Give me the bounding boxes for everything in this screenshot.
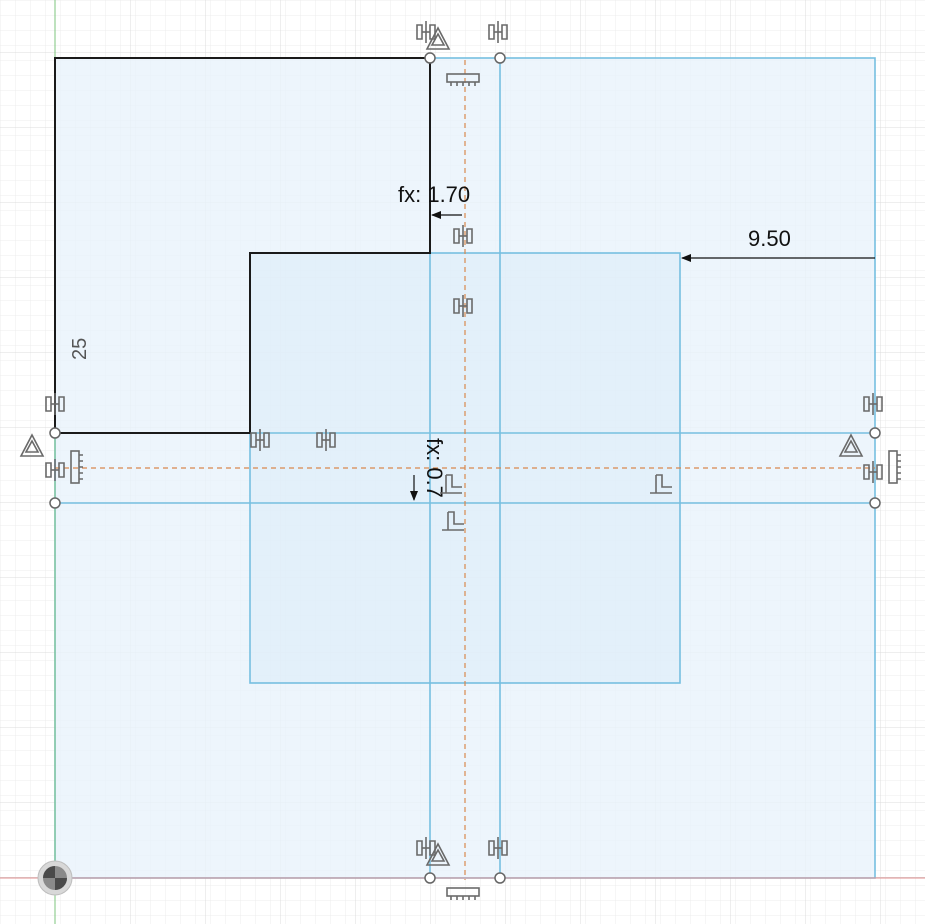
dimension-fx-center-value[interactable]: fx: 0.7 [422,438,447,498]
dimension-vertical-left-value[interactable]: 25 [69,338,91,360]
dimension-horizontal-value[interactable]: 9.50 [748,226,791,251]
sketch-point[interactable] [424,872,436,884]
sketch-point[interactable] [49,497,61,509]
sketch-point[interactable] [494,52,506,64]
dimension-fx-top-value[interactable]: fx: 1.70 [398,182,470,207]
sketch-point[interactable] [869,427,881,439]
sketch-points[interactable] [49,52,881,884]
sketch-point[interactable] [424,52,436,64]
origin-icon[interactable] [37,860,73,896]
sketch-point[interactable] [869,497,881,509]
sketch-point[interactable] [49,427,61,439]
sketch-point[interactable] [494,872,506,884]
